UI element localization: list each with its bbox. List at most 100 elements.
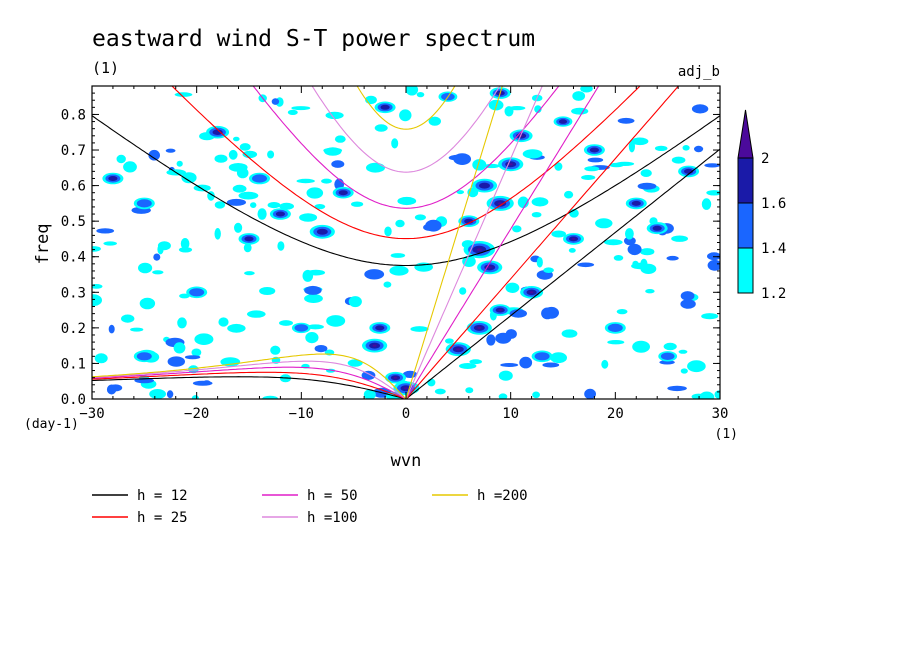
power-speckle — [428, 116, 441, 126]
power-speckle — [632, 260, 639, 267]
power-blob — [252, 174, 267, 183]
power-speckle — [459, 363, 477, 369]
power-speckle — [445, 338, 454, 344]
power-speckle — [123, 161, 137, 173]
power-speckle — [522, 149, 543, 159]
power-speckle — [116, 154, 126, 164]
power-speckle — [701, 198, 712, 210]
power-speckle — [314, 345, 328, 353]
power-blob — [338, 190, 348, 196]
legend: h = 12 h = 25 h = 50 h =100 h =200 — [92, 488, 528, 526]
power-speckle — [691, 393, 706, 399]
colorbar-label: 2 — [761, 151, 769, 167]
x-tick-label: 10 — [502, 406, 519, 422]
y-tick-label: 0.0 — [61, 392, 86, 408]
power-speckle — [654, 145, 668, 151]
power-speckle — [299, 213, 318, 222]
power-speckle — [399, 109, 412, 122]
colorbar-segment — [737, 247, 754, 294]
power-speckle — [214, 154, 228, 163]
power-speckle — [701, 313, 719, 320]
dispersion-curve-kelvin — [405, 86, 503, 399]
power-speckle — [361, 370, 376, 380]
power-speckle — [384, 226, 392, 237]
power-speckle — [554, 162, 563, 171]
power-speckle — [366, 162, 385, 173]
axis-ticks: −30 −20 −10 0 10 20 30 0.0 0.1 0.2 0.3 0.4 0.5 0.6 0.7… — [61, 86, 728, 422]
power-speckle — [364, 269, 385, 280]
power-speckle — [296, 178, 315, 184]
power-speckle — [178, 247, 193, 253]
power-speckle — [405, 86, 419, 96]
power-blob — [189, 288, 205, 297]
power-speckle — [462, 255, 476, 267]
power-speckle — [543, 267, 554, 274]
power-speckle — [531, 212, 542, 218]
power-speckle — [238, 191, 259, 200]
power-speckle — [351, 201, 364, 207]
power-speckle — [581, 175, 596, 180]
y-axis-label: freq — [33, 224, 53, 265]
power-speckle — [512, 225, 522, 233]
power-speckle — [234, 222, 243, 233]
power-speckle — [157, 241, 171, 251]
power-speckle — [534, 105, 542, 113]
power-field-blobs — [102, 87, 700, 396]
power-speckle — [232, 184, 247, 193]
power-speckle — [453, 153, 472, 166]
power-speckle — [584, 388, 596, 399]
power-blob — [372, 344, 377, 347]
power-speckle — [267, 150, 275, 159]
power-speckle — [184, 355, 201, 360]
power-speckle — [472, 159, 487, 171]
power-speckle — [667, 385, 687, 392]
power-speckle — [659, 360, 675, 365]
power-speckle — [607, 340, 625, 345]
power-speckle — [121, 314, 135, 323]
power-speckle — [291, 106, 311, 111]
power-speckle — [304, 294, 323, 303]
power-speckle — [500, 363, 519, 367]
power-speckle — [257, 208, 267, 220]
power-speckle — [109, 384, 123, 392]
power-speckle — [628, 140, 636, 153]
legend-label: h = 12 — [137, 488, 188, 504]
power-speckle — [391, 138, 399, 149]
power-speckle — [306, 187, 324, 199]
power-blob — [456, 348, 461, 351]
power-speckle — [165, 148, 176, 153]
power-speckle — [577, 262, 595, 268]
power-speckle — [214, 228, 221, 240]
power-speckle — [456, 190, 464, 195]
power-speckle — [96, 228, 115, 234]
legend-label: h = 50 — [307, 488, 358, 504]
dispersion-curve-kelvin — [405, 86, 600, 399]
power-speckle — [279, 320, 293, 326]
power-speckle — [180, 238, 190, 250]
power-speckle — [188, 365, 199, 374]
power-speckle — [227, 323, 246, 333]
colorbar-label: 1.4 — [761, 241, 786, 257]
power-speckle — [707, 259, 720, 271]
power-speckle — [138, 262, 153, 274]
power-speckle — [363, 389, 376, 399]
power-speckle — [304, 285, 322, 295]
power-speckle — [714, 390, 720, 399]
y-tick-label: 0.7 — [61, 143, 86, 159]
power-speckle — [236, 167, 249, 179]
power-speckle — [517, 196, 529, 209]
power-blob — [589, 147, 600, 153]
power-field-speckle — [92, 86, 720, 399]
power-speckle — [551, 230, 566, 238]
power-speckle — [637, 182, 657, 190]
power-speckle — [706, 190, 720, 196]
dispersion-curve-kelvin — [405, 86, 680, 399]
power-speckle — [323, 147, 343, 154]
power-speckle — [108, 324, 115, 334]
power-speckle — [325, 111, 344, 120]
power-speckle — [139, 297, 156, 310]
power-speckle — [305, 332, 319, 344]
x-tick-label: 0 — [402, 406, 410, 422]
power-speckle — [149, 389, 167, 399]
power-blob — [275, 211, 285, 217]
